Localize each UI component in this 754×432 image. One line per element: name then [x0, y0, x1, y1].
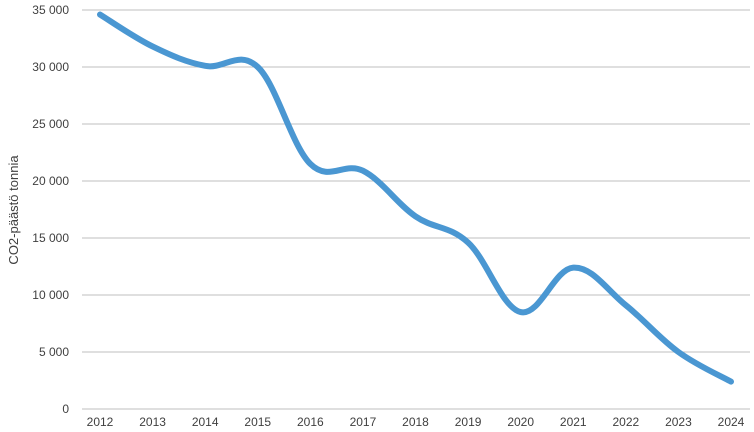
- x-tick-label: 2023: [665, 415, 692, 429]
- y-axis-tick-labels: 0 5 000 10 000 15 000 20 000 25 000 30 000 35 0…: [32, 3, 69, 416]
- x-tick-label: 2020: [507, 415, 534, 429]
- x-tick-label: 2016: [297, 415, 324, 429]
- x-tick-label: 2017: [350, 415, 377, 429]
- x-tick-label: 2022: [612, 415, 639, 429]
- y-tick-label: 5 000: [39, 345, 69, 359]
- x-tick-label: 2021: [560, 415, 587, 429]
- x-tick-label: 2012: [87, 415, 114, 429]
- gridlines: [82, 9, 750, 410]
- x-tick-label: 2013: [139, 415, 166, 429]
- x-tick-label: 2015: [244, 415, 271, 429]
- x-axis-tick-labels: 2012 2013 2014 2015 2016 2017 2018 2019 2020 2021…: [87, 415, 745, 429]
- x-tick-label: 2019: [455, 415, 482, 429]
- series-group: [97, 11, 734, 385]
- series-line: [97, 11, 734, 385]
- y-tick-label: 20 000: [32, 174, 69, 188]
- x-tick-label: 2014: [192, 415, 219, 429]
- x-tick-label: 2018: [402, 415, 429, 429]
- y-tick-label: 30 000: [32, 60, 69, 74]
- y-tick-label: 10 000: [32, 288, 69, 302]
- y-tick-label: 15 000: [32, 231, 69, 245]
- y-axis-title: CO2-päästö tonnia: [6, 155, 21, 265]
- x-tick-label: 2024: [718, 415, 745, 429]
- y-tick-label: 25 000: [32, 117, 69, 131]
- y-tick-label: 35 000: [32, 3, 69, 17]
- y-tick-label: 0: [62, 402, 69, 416]
